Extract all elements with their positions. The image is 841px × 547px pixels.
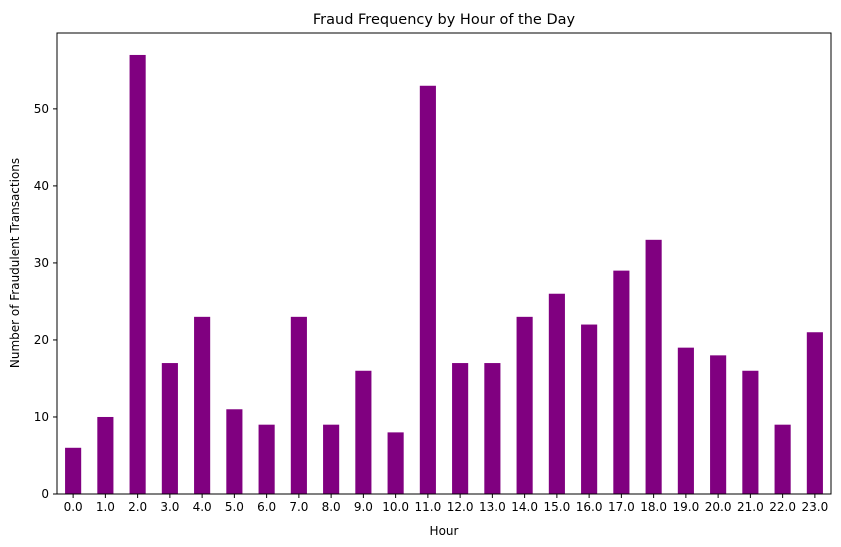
bar-1.0 <box>97 416 114 494</box>
x-axis-label: Hour <box>430 524 459 538</box>
y-tick-label: 50 <box>34 102 49 116</box>
x-tick-label: 14.0 <box>511 500 538 514</box>
bar-9.0 <box>355 370 372 494</box>
x-tick-label: 22.0 <box>769 500 796 514</box>
x-tick-label: 3.0 <box>160 500 179 514</box>
x-tick-label: 9.0 <box>354 500 373 514</box>
bar-3.0 <box>161 363 178 494</box>
bar-0.0 <box>65 447 82 494</box>
y-tick-label: 0 <box>41 487 49 501</box>
x-tick-label: 11.0 <box>415 500 442 514</box>
bar-4.0 <box>194 316 211 494</box>
x-tick-label: 19.0 <box>673 500 700 514</box>
x-tick-label: 1.0 <box>96 500 115 514</box>
x-tick-label: 5.0 <box>225 500 244 514</box>
x-tick-label: 12.0 <box>447 500 474 514</box>
y-tick-label: 40 <box>34 179 49 193</box>
x-tick-label: 13.0 <box>479 500 506 514</box>
bar-7.0 <box>290 316 307 494</box>
bar-17.0 <box>613 270 630 494</box>
x-tick-label: 23.0 <box>802 500 829 514</box>
bar-2.0 <box>129 54 146 494</box>
bar-20.0 <box>710 355 727 494</box>
bar-8.0 <box>323 424 340 494</box>
x-tick-label: 2.0 <box>128 500 147 514</box>
bar-10.0 <box>387 432 404 494</box>
x-tick-label: 7.0 <box>289 500 308 514</box>
bar-23.0 <box>806 332 823 494</box>
bar-6.0 <box>258 424 275 494</box>
chart-title: Fraud Frequency by Hour of the Day <box>313 12 576 28</box>
plot-frame <box>56 32 832 495</box>
x-tick-label: 20.0 <box>705 500 732 514</box>
y-tick-label: 10 <box>34 410 49 424</box>
bar-11.0 <box>419 85 436 494</box>
bars-layer <box>65 54 823 494</box>
bar-16.0 <box>581 324 598 494</box>
x-tick-label: 18.0 <box>640 500 667 514</box>
x-tick-label: 4.0 <box>193 500 212 514</box>
bar-19.0 <box>677 347 694 494</box>
y-tick-label: 30 <box>34 256 49 270</box>
x-tick-label: 10.0 <box>382 500 409 514</box>
y-axis-label: Number of Fraudulent Transactions <box>8 158 22 368</box>
x-tick-label: 21.0 <box>737 500 764 514</box>
x-tick-label: 8.0 <box>322 500 341 514</box>
bar-15.0 <box>548 293 565 494</box>
bar-18.0 <box>645 239 662 494</box>
x-tick-label: 17.0 <box>608 500 635 514</box>
x-tick-label: 15.0 <box>544 500 571 514</box>
x-tick-label: 16.0 <box>576 500 603 514</box>
x-tick-label: 6.0 <box>257 500 276 514</box>
bar-5.0 <box>226 409 243 494</box>
bar-22.0 <box>774 424 791 494</box>
bar-13.0 <box>484 363 501 494</box>
y-tick-label: 20 <box>34 333 49 347</box>
ticks-layer: 0.0 1.0 2.0 3.0 4.0 5.0 6.0 7.0 8.0 9.0 10.0 11.0 12… <box>34 102 829 514</box>
bar-14.0 <box>516 316 533 494</box>
bar-21.0 <box>742 370 759 494</box>
x-tick-label: 0.0 <box>64 500 83 514</box>
bar-12.0 <box>452 363 469 494</box>
